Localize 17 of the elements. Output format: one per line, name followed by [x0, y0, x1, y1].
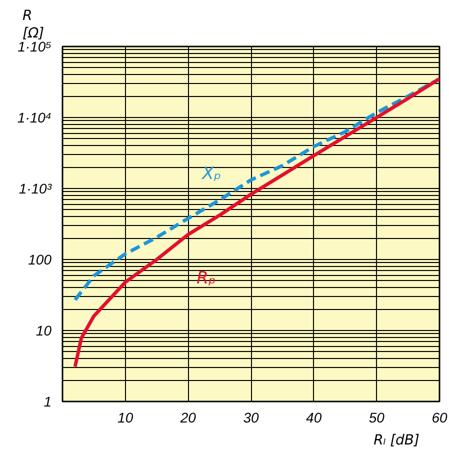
x-tick-label: 50: [368, 410, 385, 426]
series-label: Xₚ: [201, 164, 222, 184]
y-tick-label: 1·10³: [18, 180, 52, 196]
x-tick-label: 30: [243, 410, 259, 426]
x-tick-label: 40: [306, 410, 322, 426]
x-axis-title: Rₗ [dB]: [374, 432, 420, 448]
line-series: [73, 77, 440, 368]
y-axis-title: R [Ω]: [22, 8, 44, 42]
line-series: [73, 77, 440, 302]
y-tick-label: 100: [28, 252, 52, 268]
y-tick-label: 1·10⁵: [18, 38, 52, 54]
y-tick-label: 1·10⁴: [17, 110, 52, 126]
y-tick-label: 1: [44, 394, 52, 410]
y-tick-label: 10: [36, 322, 52, 338]
x-tick-label: 20: [179, 410, 196, 426]
x-tick-label: 60: [432, 410, 448, 426]
x-tick-label: 10: [118, 410, 134, 426]
